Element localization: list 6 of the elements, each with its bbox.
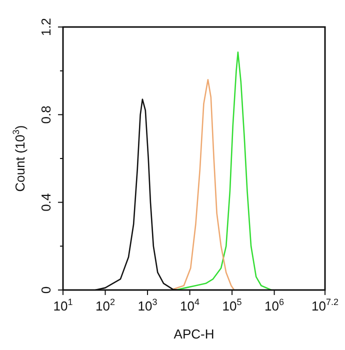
y-axis-title: Count (103) <box>10 125 28 192</box>
y-tick-label: 0.8 <box>38 106 54 124</box>
x-axis-title: APC-H <box>174 326 214 342</box>
y-tick-label: 0 <box>38 286 54 294</box>
y-tick-label: 0.4 <box>38 193 54 212</box>
y-tick-label: 1.2 <box>38 18 54 36</box>
